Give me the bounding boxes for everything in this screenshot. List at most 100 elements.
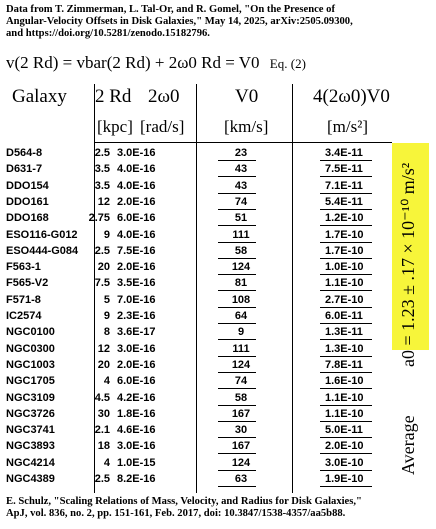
radius-value: 18 — [97, 440, 110, 453]
cell-underline — [218, 323, 256, 324]
column-header-velocity: V0 — [235, 86, 259, 107]
table-row: ESO116-G012 9 4.0E-16 111 1.7E-10 — [0, 228, 436, 244]
radius-value: 5 — [103, 293, 110, 306]
table-row: D564-8 2.5 3.0E-16 23 3.4E-11 — [0, 146, 436, 162]
acceleration-value: 7.5E-11 — [325, 163, 363, 176]
acceleration-value: 2.7E-10 — [325, 293, 364, 306]
unit-radius: [kpc] — [97, 117, 133, 136]
cell-underline — [320, 453, 372, 455]
cell-underline — [320, 355, 372, 357]
table-row: DDO168 2.75 6.0E-16 51 1.2E-10 — [0, 211, 436, 227]
citation-line-3: and https://doi.org/10.5281/zenodo.15182… — [6, 28, 210, 39]
cell-underline — [218, 486, 256, 487]
cell-underline — [218, 388, 256, 390]
cell-underline — [320, 371, 372, 373]
table-row: NGC4389 2.5 8.2E-16 63 1.9E-10 — [0, 472, 436, 488]
cell-underline — [320, 339, 372, 341]
velocity-value: 43 — [234, 163, 248, 176]
cell-underline — [218, 225, 256, 227]
velocity-value: 111 — [232, 228, 250, 241]
acceleration-value: 1.1E-10 — [325, 277, 364, 290]
omega-value: 4.6E-16 — [117, 424, 156, 437]
galaxy-name: NGC1705 — [6, 375, 55, 388]
omega-value: 4.2E-16 — [117, 391, 156, 404]
galaxy-name: NGC4389 — [6, 473, 55, 485]
radius-value: 3.5 — [94, 163, 110, 176]
velocity-value: 111 — [232, 342, 250, 355]
acceleration-value: 1.1E-10 — [325, 407, 364, 420]
table-row: NGC3741 2.1 4.6E-16 30 5.0E-11 — [0, 423, 436, 439]
radius-value: 12 — [97, 195, 110, 208]
cell-underline — [320, 176, 372, 178]
velocity-value: 124 — [231, 456, 251, 469]
radius-value: 12 — [97, 342, 110, 355]
omega-value: 2.0E-16 — [117, 261, 156, 274]
omega-value: 6.0E-16 — [117, 375, 156, 388]
citation-line-2: Angular-Velocity Offsets in Disk Galaxie… — [6, 16, 353, 27]
velocity-value: 23 — [234, 147, 248, 159]
acceleration-value: 3.0E-10 — [325, 456, 364, 469]
velocity-value: 124 — [231, 358, 251, 371]
radius-value: 4 — [103, 375, 110, 388]
galaxy-name: NGC3726 — [6, 407, 55, 420]
cell-underline — [320, 160, 372, 161]
column-header-omega: 2ω0 — [148, 86, 180, 107]
cell-underline — [218, 257, 256, 259]
radius-value: 9 — [103, 228, 110, 241]
table-row: ESO444-G084 2.5 7.5E-16 58 1.7E-10 — [0, 244, 436, 260]
unit-omega: [rad/s] — [140, 117, 185, 136]
velocity-value: 81 — [234, 277, 248, 290]
acceleration-value: 1.3E-11 — [325, 326, 363, 339]
radius-value: 20 — [97, 358, 110, 371]
velocity-value: 51 — [234, 212, 248, 225]
cell-underline — [218, 306, 256, 308]
cell-underline — [218, 420, 256, 422]
unit-acceleration: [m/s²] — [327, 117, 368, 136]
omega-value: 4.0E-16 — [117, 228, 156, 241]
radius-value: 2.5 — [94, 147, 110, 159]
column-divider — [94, 84, 95, 493]
cell-underline — [320, 274, 372, 276]
cell-underline — [320, 404, 372, 406]
acceleration-value: 2.0E-10 — [325, 440, 364, 453]
velocity-value: 74 — [234, 195, 248, 208]
radius-value: 9 — [103, 310, 110, 322]
galaxy-name: NGC3741 — [6, 424, 55, 437]
acceleration-value: 7.1E-11 — [325, 179, 363, 192]
radius-value: 7.5 — [94, 277, 110, 290]
velocity-value: 167 — [231, 440, 251, 453]
acceleration-value: 1.7E-10 — [325, 228, 364, 241]
cell-underline — [218, 192, 256, 194]
table-row: IC2574 9 2.3E-16 64 6.0E-11 — [0, 309, 436, 325]
velocity-value: 63 — [234, 473, 248, 485]
omega-value: 4.0E-16 — [117, 163, 156, 176]
omega-value: 7.0E-16 — [117, 293, 156, 306]
equation: v(2 Rd) = vbar(2 Rd) + 2ω0 Rd = V0 Eq. (… — [6, 53, 431, 79]
cell-underline — [218, 160, 256, 161]
velocity-value: 9 — [237, 326, 245, 339]
omega-value: 8.2E-16 — [117, 473, 156, 485]
column-divider — [196, 84, 197, 493]
omega-value: 2.0E-16 — [117, 195, 156, 208]
equation-text: v(2 Rd) = vbar(2 Rd) + 2ω0 Rd = V0 — [6, 53, 260, 72]
omega-value: 1.0E-15 — [117, 456, 156, 469]
table-row: D631-7 3.5 4.0E-16 43 7.5E-11 — [0, 162, 436, 178]
omega-value: 3.0E-16 — [117, 342, 156, 355]
source-citation: Data from T. Zimmerman, L. Tal-Or, and R… — [6, 4, 431, 40]
header-rule — [94, 142, 392, 143]
cell-underline — [218, 469, 256, 471]
table-row: NGC1705 4 6.0E-16 74 1.6E-10 — [0, 374, 436, 390]
cell-underline — [218, 339, 256, 341]
table-row: F565-V2 7.5 3.5E-16 81 1.1E-10 — [0, 276, 436, 292]
omega-value: 2.3E-16 — [117, 310, 156, 322]
cell-underline — [320, 225, 372, 227]
acceleration-value: 1.3E-10 — [325, 342, 364, 355]
acceleration-value: 3.4E-11 — [325, 147, 363, 159]
reference-line-1: E. Schulz, "Scaling Relations of Mass, V… — [6, 496, 362, 507]
radius-value: 3.5 — [94, 179, 110, 192]
cell-underline — [320, 420, 372, 422]
column-header-radius: 2 Rd — [95, 86, 132, 107]
table-row: NGC3726 30 1.8E-16 167 1.1E-10 — [0, 407, 436, 423]
equation-label: Eq. (2) — [269, 56, 306, 71]
table-row: NGC4214 4 1.0E-15 124 3.0E-10 — [0, 456, 436, 472]
